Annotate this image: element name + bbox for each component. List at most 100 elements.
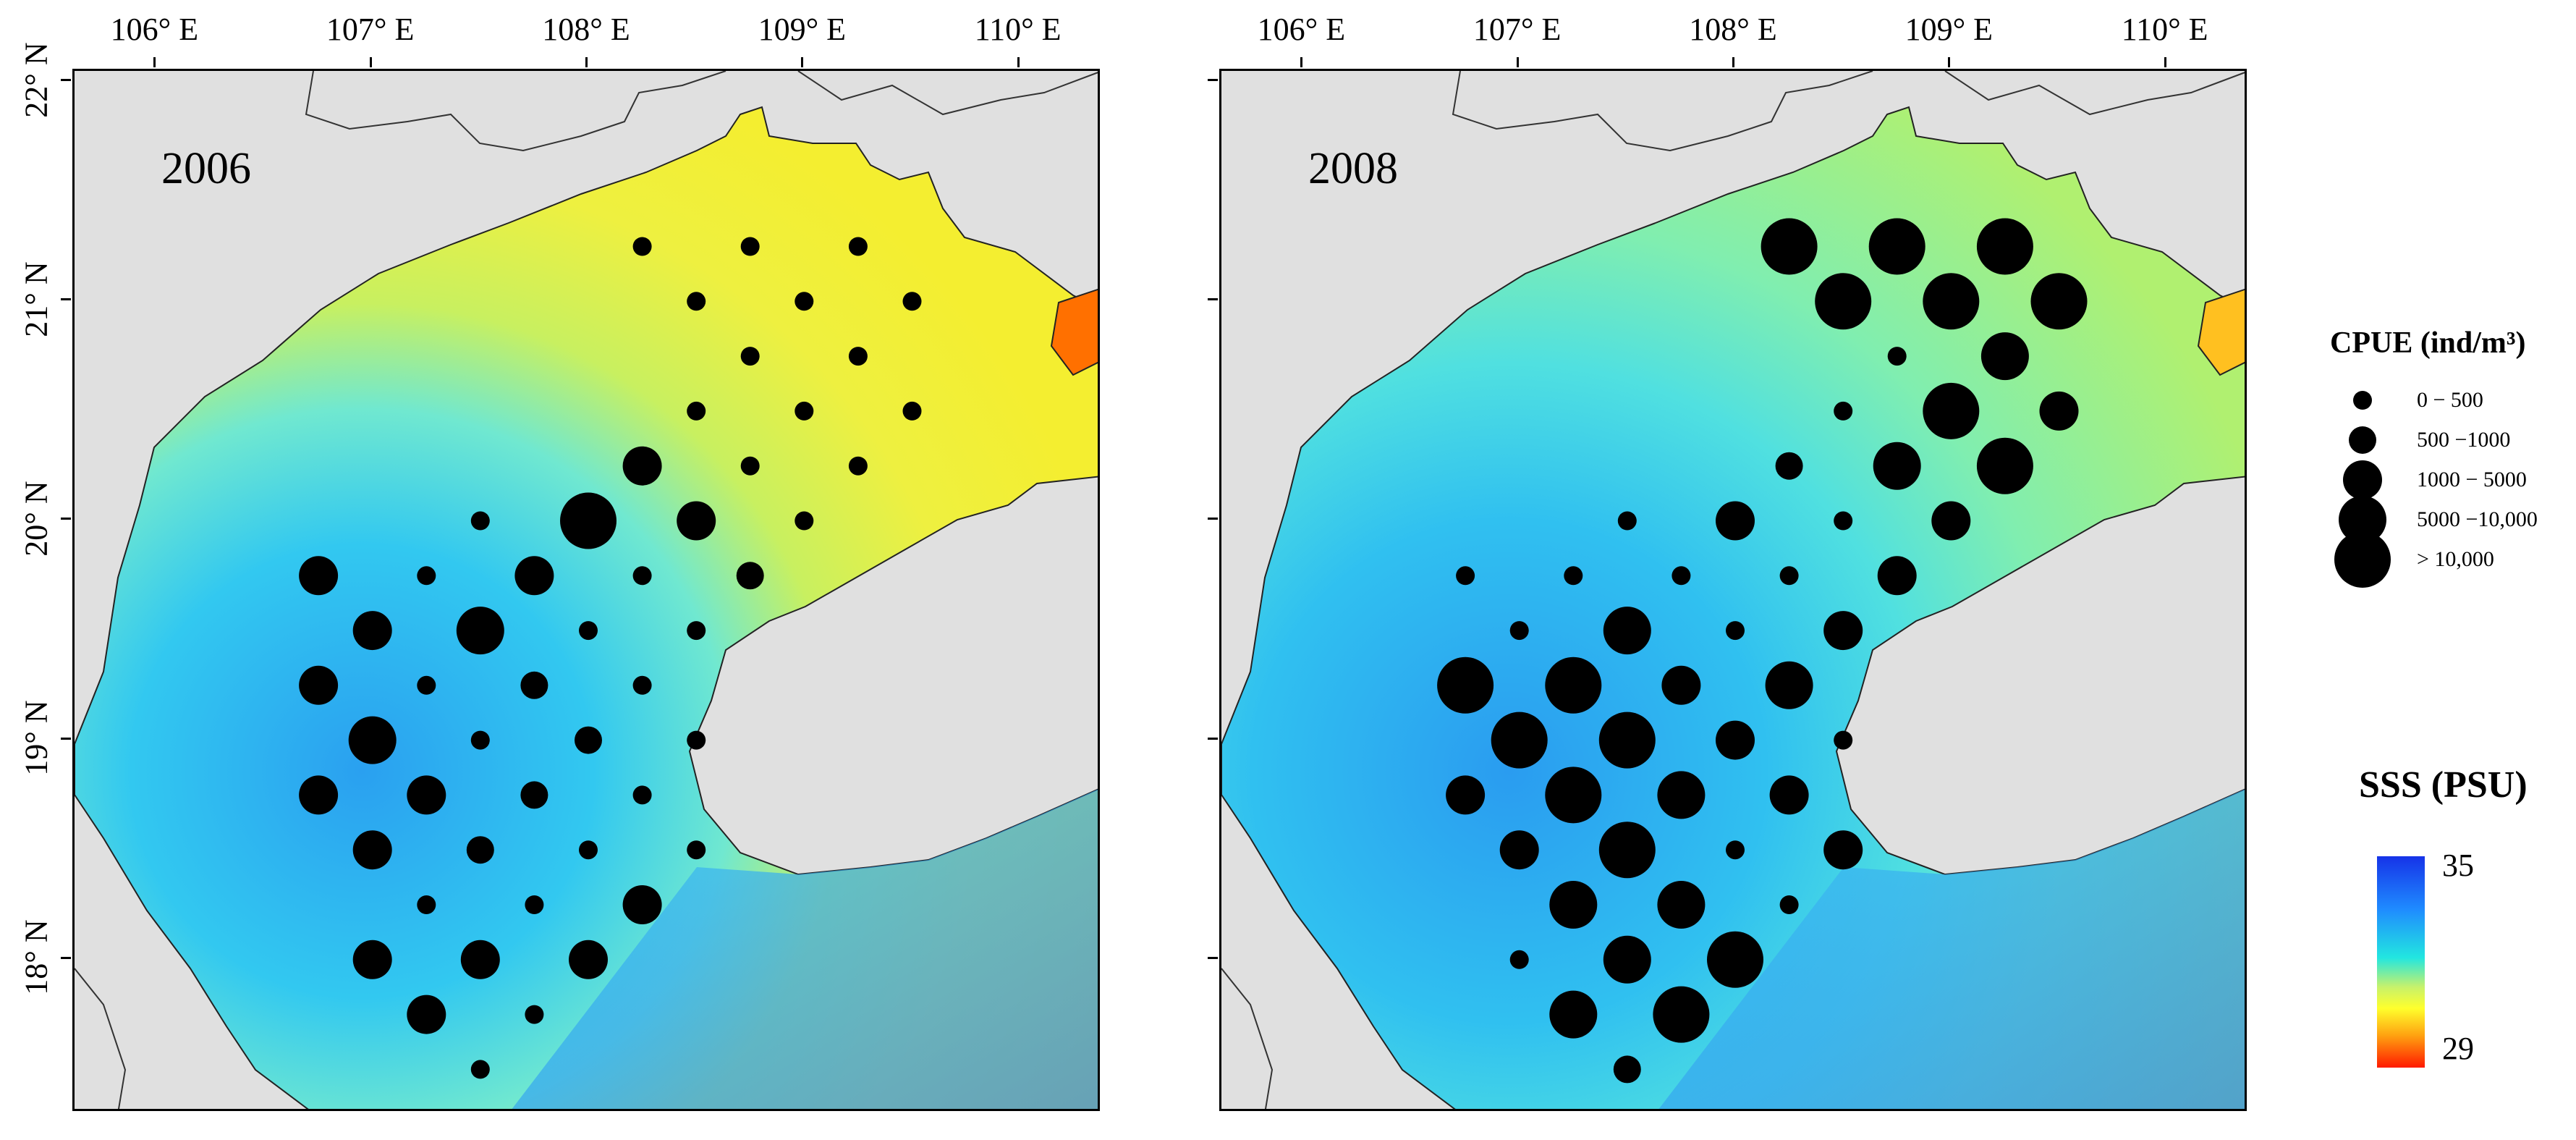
station-point xyxy=(1815,273,1872,330)
legend-row-class-1: 0 − 500 xyxy=(2330,381,2569,421)
station-point xyxy=(687,292,706,311)
lon-tick-label: 106° E xyxy=(1257,12,1346,47)
border-line-east xyxy=(1944,71,2245,116)
station-point xyxy=(1653,986,1710,1043)
lon-tick-label: 110° E xyxy=(974,12,1062,47)
station-point xyxy=(1545,767,1602,824)
gulf-water xyxy=(75,106,1098,1109)
year-label: 2008 xyxy=(1308,144,1398,193)
border-line-east xyxy=(797,71,1098,116)
station-point xyxy=(299,556,339,596)
station-point xyxy=(1931,501,1971,541)
station-point xyxy=(632,785,652,805)
station-point xyxy=(1834,730,1853,750)
legend-dot-class-2 xyxy=(2349,426,2376,454)
station-point xyxy=(1873,442,1921,490)
station-point xyxy=(470,511,490,531)
station-point xyxy=(1549,881,1598,929)
station-point xyxy=(456,607,504,655)
station-point xyxy=(1976,437,2033,494)
legend-label-class-2: 500 −1000 xyxy=(2417,428,2511,452)
station-point xyxy=(520,781,548,809)
map-panel-2006: 2006 106° E 107° E 108° E 109° E 110° E 22° N… xyxy=(19,12,1100,1111)
border-line-west xyxy=(1221,968,1274,1109)
lat-tick-label: 18° N xyxy=(18,919,54,995)
station-point xyxy=(687,840,706,860)
station-point xyxy=(687,730,706,750)
legend-label-class-3: 1000 − 5000 xyxy=(2417,468,2527,491)
lon-tick-mark xyxy=(369,57,372,67)
border-line xyxy=(1452,71,1873,152)
station-point xyxy=(2039,391,2079,431)
sss-legend-title: SSS (PSU) xyxy=(2359,764,2528,806)
station-point xyxy=(1775,452,1803,480)
station-point xyxy=(1716,720,1755,760)
station-point xyxy=(1779,566,1799,586)
legend-dot-class-3 xyxy=(2343,460,2382,499)
sss-legend: SSS (PSU) 35 29 xyxy=(2359,764,2576,1089)
station-point xyxy=(1657,881,1706,929)
sss-min-label: 29 xyxy=(2442,1031,2474,1066)
station-point xyxy=(407,995,446,1034)
lon-tick-mark xyxy=(1732,57,1734,67)
lat-tick-mark xyxy=(1208,298,1218,301)
sss-colorbar xyxy=(2377,856,2425,1068)
station-point xyxy=(1923,382,1980,439)
station-point xyxy=(1661,665,1701,705)
lat-tick-mark xyxy=(61,518,71,520)
station-point xyxy=(575,726,602,754)
station-point xyxy=(514,556,554,596)
station-point xyxy=(687,401,706,421)
station-point xyxy=(1887,347,1907,366)
station-point xyxy=(1868,218,1925,275)
station-point xyxy=(740,347,760,366)
station-point xyxy=(2030,273,2088,330)
station-point xyxy=(1617,511,1637,531)
lat-tick-mark xyxy=(61,79,71,82)
station-point xyxy=(1823,830,1863,870)
lon-tick-label: 109° E xyxy=(758,12,847,47)
year-label: 2006 xyxy=(161,144,251,193)
station-point xyxy=(1672,566,1691,586)
station-point xyxy=(1491,712,1548,769)
station-point xyxy=(677,501,716,541)
lon-tick-label: 106° E xyxy=(110,12,199,47)
border-line-west xyxy=(75,968,127,1109)
lat-tick-label: 20° N xyxy=(18,481,54,557)
map-frame: 2008 xyxy=(1219,69,2247,1111)
station-point xyxy=(352,611,392,651)
legend-label-class-5: > 10,000 xyxy=(2417,547,2494,571)
station-point xyxy=(1765,661,1813,709)
station-point xyxy=(740,237,760,256)
lon-tick-label: 108° E xyxy=(1689,12,1777,47)
lat-tick-mark xyxy=(61,298,71,301)
lat-tick-mark xyxy=(1208,956,1218,959)
south-water xyxy=(512,789,1098,1109)
station-point xyxy=(1877,556,1917,596)
station-point xyxy=(352,940,392,979)
station-point xyxy=(1834,401,1853,421)
station-point xyxy=(622,885,662,924)
station-point xyxy=(736,562,764,590)
station-point xyxy=(352,830,392,870)
station-point xyxy=(1603,935,1651,984)
station-point xyxy=(1980,332,2029,381)
station-point xyxy=(1549,990,1598,1039)
station-point xyxy=(1446,775,1486,815)
legend-row-class-5: > 10,000 xyxy=(2330,531,2569,588)
station-point xyxy=(1976,218,2033,275)
station-point xyxy=(299,665,339,705)
sss-map-2006 xyxy=(75,71,1098,1109)
station-point xyxy=(579,621,598,641)
station-point xyxy=(579,840,598,860)
station-point xyxy=(795,401,814,421)
legend-label-class-1: 0 − 500 xyxy=(2417,388,2483,412)
station-point xyxy=(1657,771,1706,819)
station-point xyxy=(848,237,868,256)
station-point xyxy=(470,1060,490,1079)
station-point xyxy=(848,456,868,476)
station-point xyxy=(569,940,608,979)
station-point xyxy=(1707,931,1763,988)
station-point xyxy=(1564,566,1583,586)
hotspot-area xyxy=(2197,288,2245,376)
